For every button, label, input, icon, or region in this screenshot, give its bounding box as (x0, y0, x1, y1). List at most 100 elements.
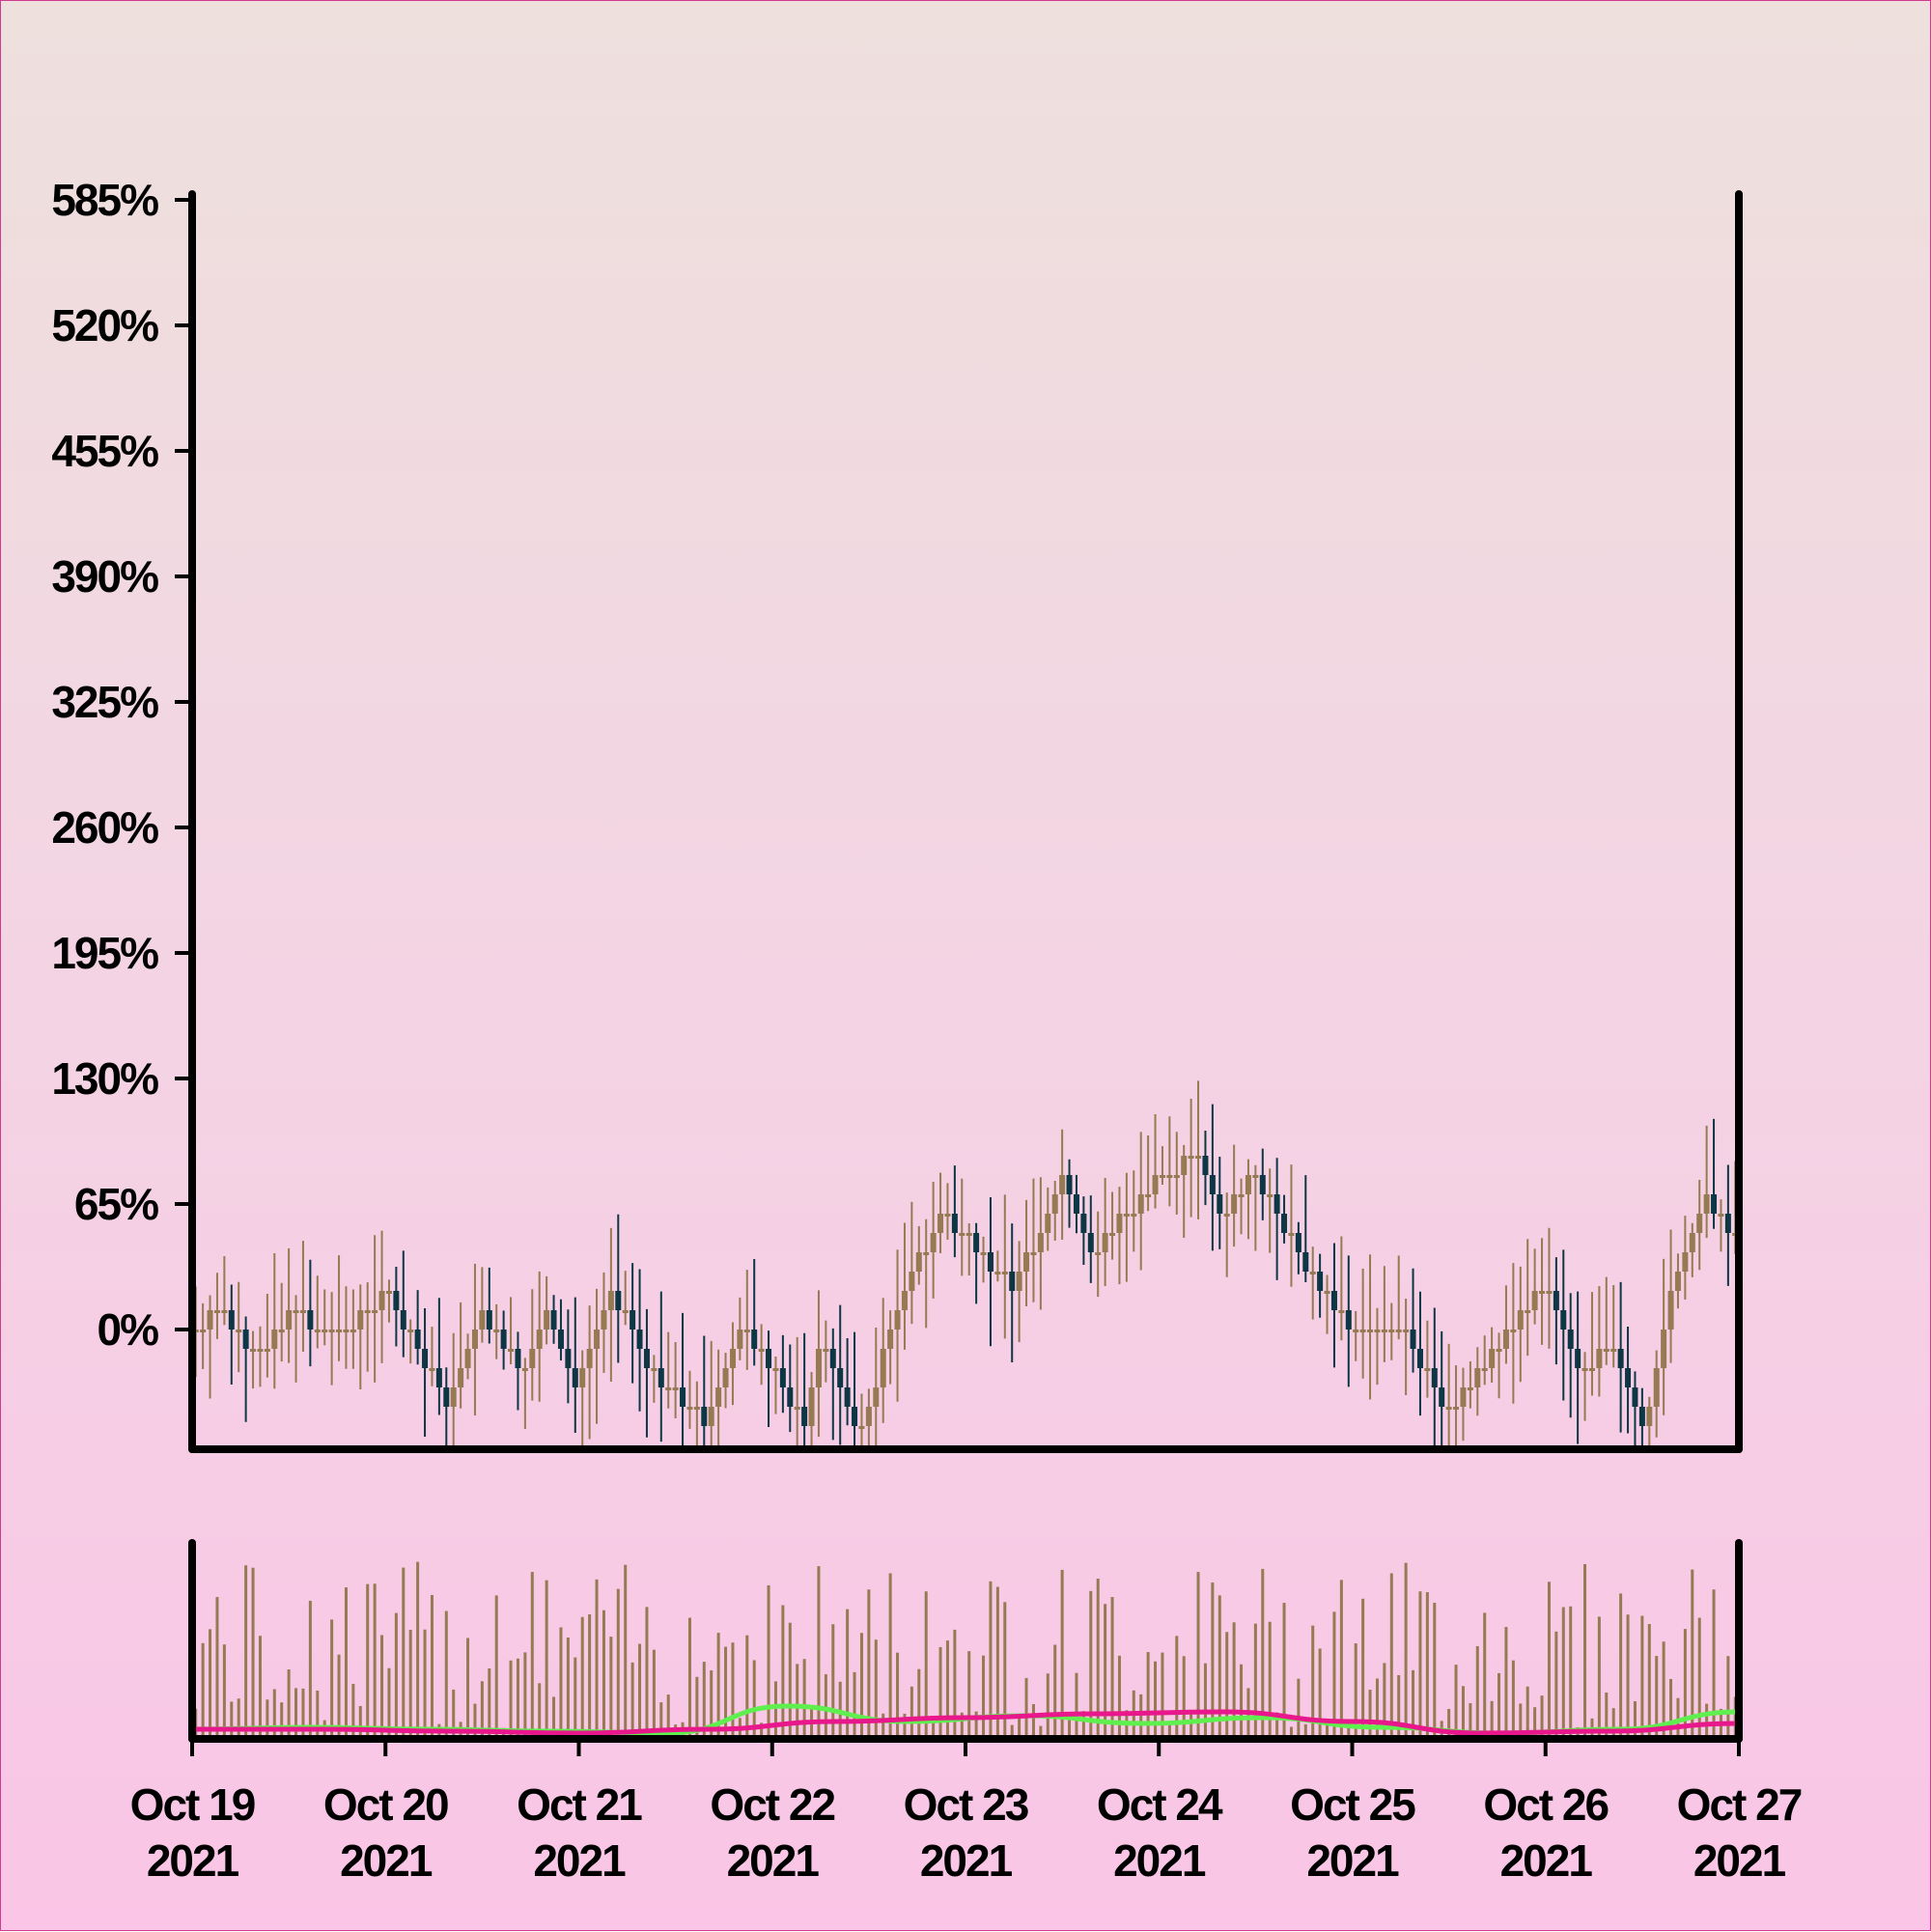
candle-body (1073, 1194, 1079, 1214)
candle-body (837, 1368, 844, 1387)
y-tick-label: 0% (98, 1304, 159, 1355)
candle-body (1080, 1214, 1087, 1233)
volume-ma-slow-line (192, 1709, 1740, 1736)
volume-bar (867, 1589, 871, 1739)
candle-body (1502, 1330, 1509, 1349)
volume-bar (358, 1705, 362, 1739)
candle-body (643, 1349, 650, 1368)
candle-body (307, 1310, 314, 1330)
volume-bar (1504, 1627, 1508, 1739)
candle-body (944, 1214, 951, 1217)
candle-body (328, 1330, 335, 1332)
volume-bar (280, 1702, 284, 1739)
candle-body (693, 1407, 700, 1410)
x-tick-label: Oct 19 (130, 1779, 255, 1830)
volume-bar (1705, 1703, 1709, 1739)
candle-body (407, 1330, 414, 1332)
candle-body (1696, 1214, 1703, 1233)
volume-bar (1561, 1607, 1565, 1739)
candle-body (1531, 1291, 1538, 1310)
candle-body (343, 1330, 350, 1332)
candle-body (729, 1349, 736, 1368)
volume-bar (1182, 1656, 1186, 1739)
volume-bar (1447, 1708, 1451, 1739)
candle-body (1145, 1194, 1152, 1197)
volume-bar (1412, 1669, 1415, 1739)
candle-body (393, 1291, 400, 1310)
candle-body (1588, 1368, 1595, 1371)
x-tick-label: Oct 22 (710, 1779, 834, 1830)
candle-body (414, 1330, 421, 1349)
volume-bar (1261, 1568, 1265, 1739)
volume-bar (602, 1610, 605, 1739)
volume-bar (1339, 1580, 1343, 1739)
volume-bar (1010, 1724, 1014, 1739)
candle-body (1395, 1330, 1402, 1332)
candle-body (794, 1407, 800, 1410)
volume-bar (1211, 1582, 1215, 1739)
candle-body (1403, 1330, 1410, 1332)
candle-body (1517, 1310, 1524, 1330)
candle-body (1281, 1214, 1288, 1233)
volume-bar (1146, 1652, 1150, 1739)
candle-body (1302, 1252, 1309, 1272)
volume-bar (1497, 1672, 1501, 1739)
volume-bar (416, 1561, 420, 1739)
volume-bar (1332, 1611, 1336, 1739)
candle-body (1330, 1291, 1337, 1310)
volume-bar (380, 1635, 384, 1739)
volume-bar (230, 1701, 234, 1739)
candle-body (1632, 1387, 1638, 1407)
volume-bar (1569, 1606, 1573, 1739)
volume-bar (1533, 1707, 1537, 1739)
candle-body (1646, 1407, 1653, 1426)
volume-bar (1060, 1569, 1064, 1739)
y-tick-label: 520% (51, 300, 158, 350)
candle-body (1553, 1291, 1559, 1310)
candle-body (529, 1349, 536, 1368)
volume-bar (1691, 1569, 1694, 1739)
volume-bar (1619, 1593, 1623, 1739)
volume-bar (1583, 1563, 1587, 1739)
volume-bar (294, 1688, 298, 1739)
candle-body (1016, 1272, 1022, 1291)
candle-body (458, 1368, 464, 1387)
volume-bar (1433, 1602, 1437, 1739)
volume-bar (580, 1616, 584, 1739)
volume-bar (473, 1703, 477, 1739)
candle-body (1051, 1194, 1058, 1214)
candle-body (1689, 1233, 1695, 1252)
candle-body (758, 1349, 765, 1352)
candle-body (852, 1407, 858, 1426)
volume-bar (989, 1581, 993, 1739)
candle-body (1724, 1214, 1731, 1233)
volume-bar (609, 1637, 613, 1739)
volume-bar (1361, 1598, 1365, 1739)
volume-bar (788, 1622, 792, 1739)
candle-body (959, 1233, 966, 1236)
volume-bar (1104, 1604, 1107, 1739)
volume-bar (337, 1654, 341, 1739)
candle-body (1338, 1310, 1345, 1313)
x-tick-label-year: 2021 (1306, 1835, 1399, 1886)
candle-body (1575, 1349, 1581, 1368)
volume-bar (1175, 1636, 1179, 1739)
candle-body (586, 1349, 593, 1368)
volume-bar (408, 1630, 412, 1739)
volume-bar (1655, 1656, 1659, 1739)
candle-body (1023, 1252, 1030, 1272)
candle-body (1030, 1252, 1037, 1255)
volume-bar (351, 1683, 355, 1739)
y-tick-label: 65% (74, 1179, 158, 1229)
candle-body (722, 1368, 729, 1387)
candle-body (1238, 1194, 1245, 1197)
candle-body (815, 1349, 822, 1387)
candle-body (1682, 1252, 1689, 1272)
volume-bar (967, 1651, 971, 1739)
volume-bar (1461, 1686, 1465, 1739)
candle-body (1267, 1194, 1273, 1197)
volume-bar (588, 1614, 592, 1739)
